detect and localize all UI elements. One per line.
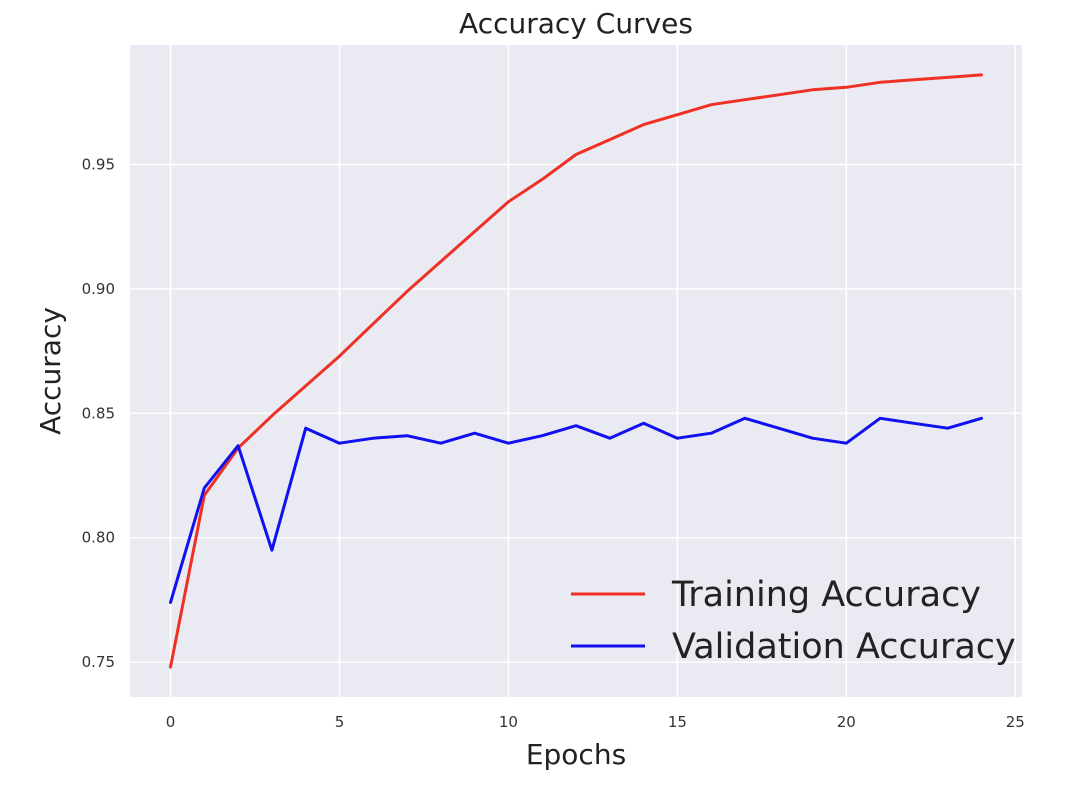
legend: Training Accuracy Validation Accuracy	[571, 575, 1016, 667]
y-tick-label: 0.80	[82, 529, 115, 547]
x-tick-label: 10	[499, 713, 518, 731]
y-tick-label: 0.90	[82, 280, 115, 298]
series-lines	[169, 73, 983, 669]
y-axis-ticks: 0.75 0.80 0.85 0.90 0.95	[82, 155, 115, 671]
chart-title: Accuracy Curves	[459, 7, 693, 40]
y-tick-label: 0.95	[82, 155, 115, 173]
x-tick-label: 20	[837, 713, 856, 731]
training-accuracy-line	[169, 73, 983, 669]
legend-label-training: Training Accuracy	[671, 575, 981, 615]
y-axis-label: Accuracy	[34, 307, 67, 435]
x-tick-label: 0	[166, 713, 176, 731]
x-axis-ticks: 0 5 10 15 20 25	[166, 713, 1025, 731]
legend-label-validation: Validation Accuracy	[672, 627, 1016, 667]
x-tick-label: 15	[668, 713, 687, 731]
x-tick-label: 5	[335, 713, 345, 731]
y-tick-label: 0.85	[82, 404, 115, 422]
x-axis-label: Epochs	[526, 738, 626, 771]
grid	[130, 45, 1022, 697]
validation-accuracy-line	[169, 416, 983, 604]
x-tick-label: 25	[1006, 713, 1025, 731]
y-tick-label: 0.75	[82, 653, 115, 671]
